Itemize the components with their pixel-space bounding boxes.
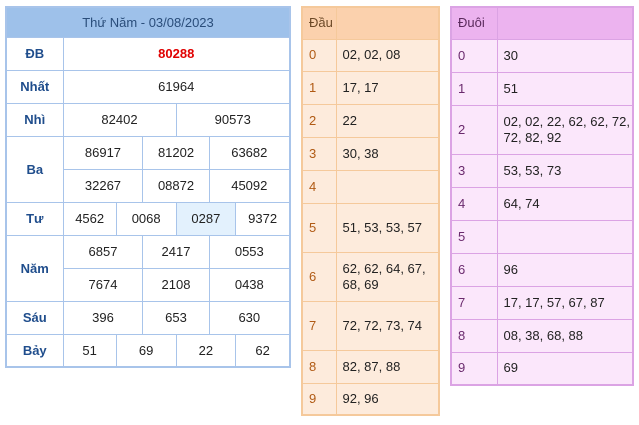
prize-value-highlighted: 0287 bbox=[175, 201, 237, 236]
prize-label: Ba bbox=[5, 135, 64, 203]
dau-value: 72, 72, 73, 74 bbox=[335, 300, 440, 351]
prize-label: ĐB bbox=[5, 36, 64, 71]
duoi-key: 8 bbox=[450, 318, 498, 353]
prize-row-third: Ba 86917 81202 63682 bbox=[5, 135, 291, 203]
prize-value-special: 80288 bbox=[62, 36, 291, 71]
duoi-key: 4 bbox=[450, 186, 498, 221]
prize-value: 69 bbox=[115, 333, 177, 368]
dau-value: 51, 53, 53, 57 bbox=[335, 202, 440, 253]
prize-value: 51 bbox=[62, 333, 117, 368]
duoi-key: 6 bbox=[450, 252, 498, 287]
prize-value: 63682 bbox=[208, 135, 291, 170]
prize-value: 45092 bbox=[208, 168, 291, 203]
dau-key: 5 bbox=[301, 202, 337, 253]
lottery-results-table: Thứ Năm - 03/08/2023 ĐB 80288 Nhất 61964… bbox=[5, 6, 291, 368]
prize-row-fourth: Tư 4562 0068 0287 9372 bbox=[5, 201, 291, 236]
prize-value: 0553 bbox=[208, 234, 291, 269]
prize-value: 653 bbox=[142, 300, 210, 335]
duoi-value: 51 bbox=[496, 71, 634, 106]
duoi-value: 69 bbox=[496, 351, 634, 386]
prize-value: 61964 bbox=[62, 69, 291, 104]
prize-value: 22 bbox=[175, 333, 237, 368]
prize-value: 90573 bbox=[175, 102, 291, 137]
duoi-value bbox=[496, 219, 634, 254]
duoi-value: 17, 17, 57, 67, 87 bbox=[496, 285, 634, 320]
duoi-value: 08, 38, 68, 88 bbox=[496, 318, 634, 353]
dau-key: 7 bbox=[301, 300, 337, 351]
duoi-table: Đuôi 0 30 1 51 2 02, 02, 22, 62, 62, 72, 72… bbox=[450, 6, 634, 386]
prize-row-fifth: Năm 6857 2417 0553 bbox=[5, 234, 291, 302]
results-date-title: Thứ Năm - 03/08/2023 bbox=[5, 6, 291, 38]
duoi-value: 64, 74 bbox=[496, 186, 634, 221]
prize-label: Nhất bbox=[5, 69, 64, 104]
dau-key: 6 bbox=[301, 251, 337, 302]
prize-value: 0438 bbox=[208, 267, 291, 302]
dau-value: 17, 17 bbox=[335, 70, 440, 105]
duoi-value: 30 bbox=[496, 38, 634, 73]
prize-value: 32267 bbox=[62, 168, 144, 203]
prize-row-first: Nhất 61964 bbox=[5, 69, 291, 104]
duoi-header: Đuôi bbox=[450, 6, 498, 40]
duoi-key: 3 bbox=[450, 153, 498, 188]
dau-value: 30, 38 bbox=[335, 136, 440, 171]
prize-value: 2417 bbox=[142, 234, 210, 269]
prize-value: 7674 bbox=[62, 267, 144, 302]
dau-value: 02, 02, 08 bbox=[335, 38, 440, 72]
prize-value: 0068 bbox=[115, 201, 177, 236]
dau-key: 4 bbox=[301, 169, 337, 204]
prize-row-fifth-cont: 7674 2108 0438 bbox=[6, 267, 291, 302]
dau-value: 22 bbox=[335, 103, 440, 138]
duoi-value: 96 bbox=[496, 252, 634, 287]
dau-value: 82, 87, 88 bbox=[335, 349, 440, 384]
dau-key: 2 bbox=[301, 103, 337, 138]
prize-row-db: ĐB 80288 bbox=[5, 36, 291, 71]
prize-row-seventh: Bảy 51 69 22 62 bbox=[5, 333, 291, 368]
duoi-key: 5 bbox=[450, 219, 498, 254]
duoi-key: 0 bbox=[450, 38, 498, 73]
duoi-value: 53, 53, 73 bbox=[496, 153, 634, 188]
prize-value: 630 bbox=[208, 300, 291, 335]
duoi-value: 02, 02, 22, 62, 62, 72, 72, 82, 92 bbox=[496, 104, 634, 155]
prize-label: Nhì bbox=[5, 102, 64, 137]
dau-key: 1 bbox=[301, 70, 337, 105]
duoi-key: 1 bbox=[450, 71, 498, 106]
prize-value: 9372 bbox=[235, 201, 291, 236]
prize-value: 62 bbox=[235, 333, 291, 368]
duoi-key: 2 bbox=[450, 104, 498, 155]
prize-label: Sáu bbox=[5, 300, 64, 335]
dau-header: Đầu bbox=[301, 6, 337, 40]
dau-value: 62, 62, 64, 67, 68, 69 bbox=[335, 251, 440, 302]
dau-value: 92, 96 bbox=[335, 382, 440, 416]
prize-row-third-cont: 32267 08872 45092 bbox=[6, 168, 291, 203]
prize-row-second: Nhì 82402 90573 bbox=[5, 102, 291, 137]
prize-value: 396 bbox=[62, 300, 144, 335]
prize-row-sixth: Sáu 396 653 630 bbox=[5, 300, 291, 335]
duoi-key: 9 bbox=[450, 351, 498, 386]
prize-value: 86917 bbox=[62, 135, 144, 170]
prize-value: 81202 bbox=[142, 135, 210, 170]
dau-value bbox=[335, 169, 440, 204]
prize-value: 2108 bbox=[142, 267, 210, 302]
dau-key: 0 bbox=[301, 38, 337, 72]
prize-value: 6857 bbox=[62, 234, 144, 269]
prize-label: Bảy bbox=[5, 333, 64, 368]
prize-label: Tư bbox=[5, 201, 64, 236]
dau-key: 3 bbox=[301, 136, 337, 171]
prize-value: 08872 bbox=[142, 168, 210, 203]
prize-value: 4562 bbox=[62, 201, 117, 236]
prize-label: Năm bbox=[5, 234, 64, 302]
dau-key: 8 bbox=[301, 349, 337, 384]
duoi-key: 7 bbox=[450, 285, 498, 320]
prize-value: 82402 bbox=[62, 102, 177, 137]
dau-key: 9 bbox=[301, 382, 337, 416]
